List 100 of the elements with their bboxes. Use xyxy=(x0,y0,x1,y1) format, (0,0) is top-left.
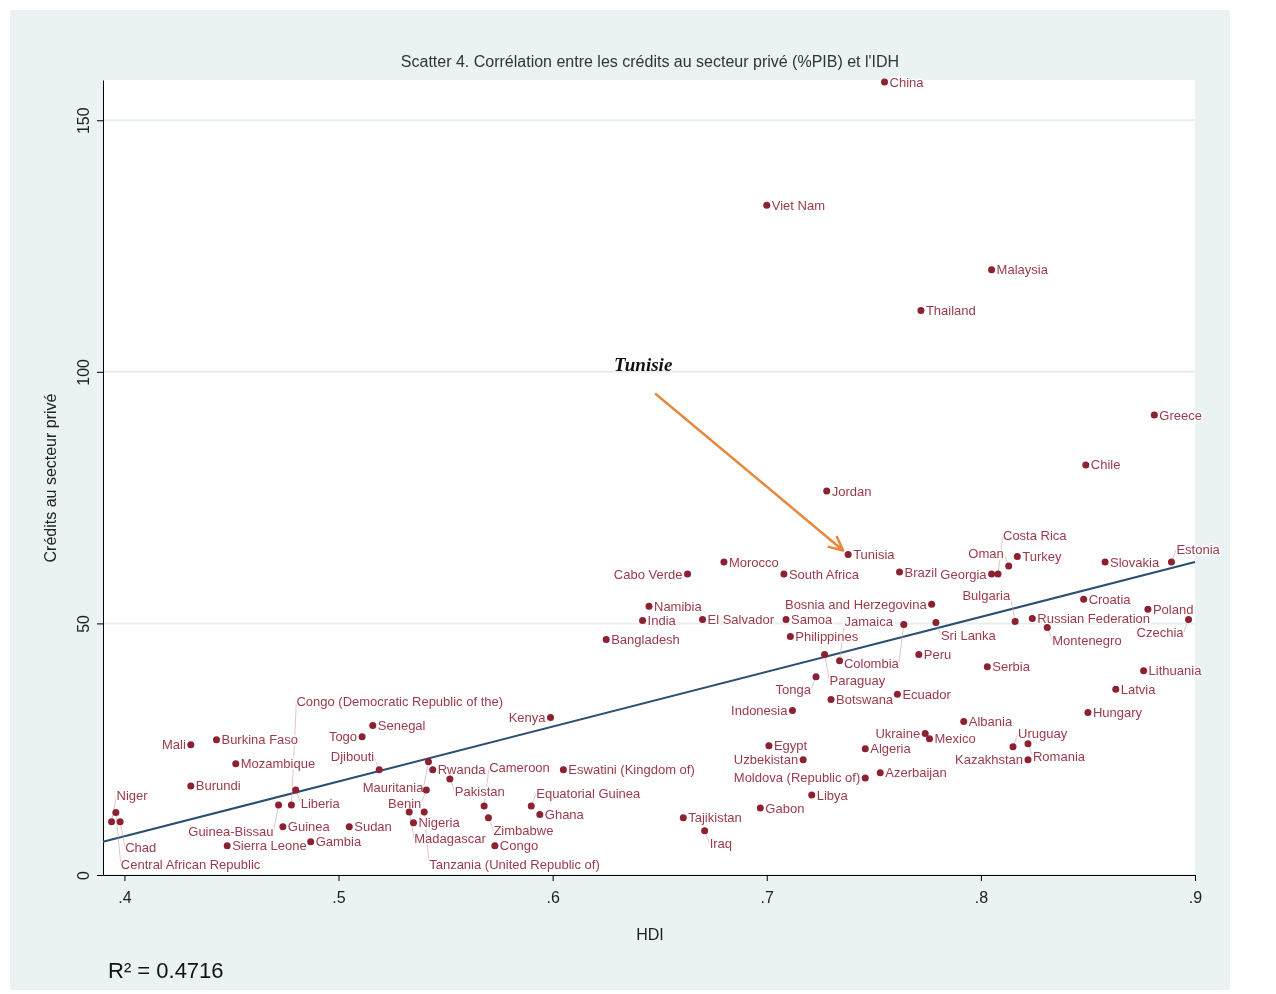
data-label: Central African Republic xyxy=(120,857,261,873)
data-label: Pakistan xyxy=(454,784,505,800)
data-label: South Africa xyxy=(788,566,860,582)
data-label: Jamaica xyxy=(844,614,894,630)
data-label: Zimbabwe xyxy=(493,823,554,839)
data-label: Iraq xyxy=(709,836,733,852)
data-label: Guinea xyxy=(287,819,331,835)
data-label: Azerbaijan xyxy=(885,765,947,781)
data-label: Kenya xyxy=(508,710,547,726)
data-label: Algeria xyxy=(870,741,912,757)
data-label: Mauritania xyxy=(362,780,425,796)
data-label: Chile xyxy=(1090,457,1121,473)
data-label: Gambia xyxy=(315,834,362,850)
data-label: Romania xyxy=(1032,749,1086,765)
data-label: Bangladesh xyxy=(611,632,680,648)
data-label: Chad xyxy=(125,840,157,856)
y-tick-label: 50 xyxy=(75,614,92,633)
data-label: Congo xyxy=(499,838,539,854)
data-label: Tonga xyxy=(775,682,812,698)
data-label: El Salvador xyxy=(707,611,775,627)
data-label: Czechia xyxy=(1136,624,1185,640)
data-label: Niger xyxy=(116,788,149,804)
data-label: Uruguay xyxy=(1018,726,1068,742)
data-label: Namibia xyxy=(654,598,703,614)
data-label: Tajikistan xyxy=(688,810,742,826)
x-tick-label: .5 xyxy=(332,889,346,907)
data-label: Kazakhstan xyxy=(955,752,1023,768)
data-label: Sri Lanka xyxy=(940,627,997,643)
data-label: Tunisia xyxy=(853,547,896,563)
data-label: Cameroon xyxy=(489,759,550,775)
y-tick-label: 100 xyxy=(75,358,92,386)
data-label: Sierra Leone xyxy=(232,838,307,854)
x-axis-title: HDI xyxy=(636,926,664,943)
data-label: Madagascar xyxy=(414,830,487,846)
data-label: Moldova (Republic of) xyxy=(733,770,861,786)
data-label: Slovakia xyxy=(1110,554,1160,570)
data-label: Jordan xyxy=(831,483,872,499)
data-label: India xyxy=(647,612,677,628)
data-label: Egypt xyxy=(773,738,808,754)
data-label: Gabon xyxy=(765,800,805,816)
data-label: Samoa xyxy=(791,611,833,627)
chart-title: Scatter 4. Corrélation entre les crédits au secteur privé (%PIB) et l'IDH xyxy=(400,53,900,70)
data-label: Costa Rica xyxy=(1003,527,1068,543)
x-tick-label: .9 xyxy=(1188,889,1203,907)
y-tick-label: 150 xyxy=(75,107,92,135)
data-label: Thailand xyxy=(925,303,976,318)
x-tick-label: .4 xyxy=(118,889,132,907)
data-label: Tanzania (United Republic of) xyxy=(429,856,600,872)
data-label: Rwanda xyxy=(437,762,487,778)
data-label: Montenegro xyxy=(1052,632,1122,648)
data-label: Latvia xyxy=(1120,681,1157,697)
data-label: Libya xyxy=(816,787,849,803)
data-label: Ukraine xyxy=(875,726,921,742)
y-tick-label: 0 xyxy=(75,870,92,880)
data-label: Indonesia xyxy=(731,703,789,719)
data-label: Nigeria xyxy=(418,815,461,831)
data-label: Poland xyxy=(1152,601,1194,617)
data-label: Greece xyxy=(1159,407,1202,423)
annotation: Tunisie xyxy=(613,354,673,376)
data-label: Ghana xyxy=(544,807,585,823)
data-label: Guinea-Bissau xyxy=(188,823,274,839)
data-label: Mozambique xyxy=(240,756,316,772)
data-label: Colombia xyxy=(843,655,900,671)
data-label: Morocco xyxy=(728,554,779,570)
data-label: Mexico xyxy=(934,731,976,747)
x-tick-label: .8 xyxy=(974,889,989,907)
data-label: Ecuador xyxy=(902,686,952,702)
data-label: Senegal xyxy=(377,718,426,734)
data-label: Viet Nam xyxy=(771,197,825,213)
data-label: Oman xyxy=(968,545,1004,561)
data-label: Bulgaria xyxy=(962,587,1011,603)
data-label: Uzbekistan xyxy=(733,752,799,768)
data-label: Eswatini (Kingdom of) xyxy=(568,762,695,778)
data-label: Turkey xyxy=(1022,549,1063,565)
data-label: Benin xyxy=(388,795,422,811)
data-label: China xyxy=(889,74,925,90)
text: R² = 0.4716 xyxy=(108,958,224,983)
data-label: Lithuania xyxy=(1148,663,1203,679)
data-label: Congo (Democratic Republic of the) xyxy=(296,693,504,709)
data-label: Philippines xyxy=(795,629,859,645)
data-label: Djibouti xyxy=(330,749,375,765)
x-tick-label: .6 xyxy=(546,889,560,907)
data-label: Togo xyxy=(328,729,358,745)
data-label: Liberia xyxy=(300,795,341,811)
data-label: Estonia xyxy=(1176,541,1221,557)
data-label: Albania xyxy=(968,714,1013,730)
y-axis-title: Crédits au secteur privé xyxy=(42,393,59,563)
data-label: Paraguay xyxy=(829,673,886,689)
data-label: Mali xyxy=(161,737,186,753)
data-label: Burundi xyxy=(195,778,241,794)
data-label: Equatorial Guinea xyxy=(536,785,642,801)
data-label: Cabo Verde xyxy=(613,566,683,582)
data-label: Hungary xyxy=(1092,705,1143,721)
data-label: Brazil xyxy=(904,564,938,580)
data-label: Burkina Faso xyxy=(221,732,299,748)
data-label: Peru xyxy=(923,647,952,663)
data-label: Croatia xyxy=(1088,591,1132,607)
data-label: Malaysia xyxy=(996,262,1049,278)
data-label: Bosnia and Herzegovina xyxy=(784,596,928,612)
data-label: Sudan xyxy=(354,819,392,835)
